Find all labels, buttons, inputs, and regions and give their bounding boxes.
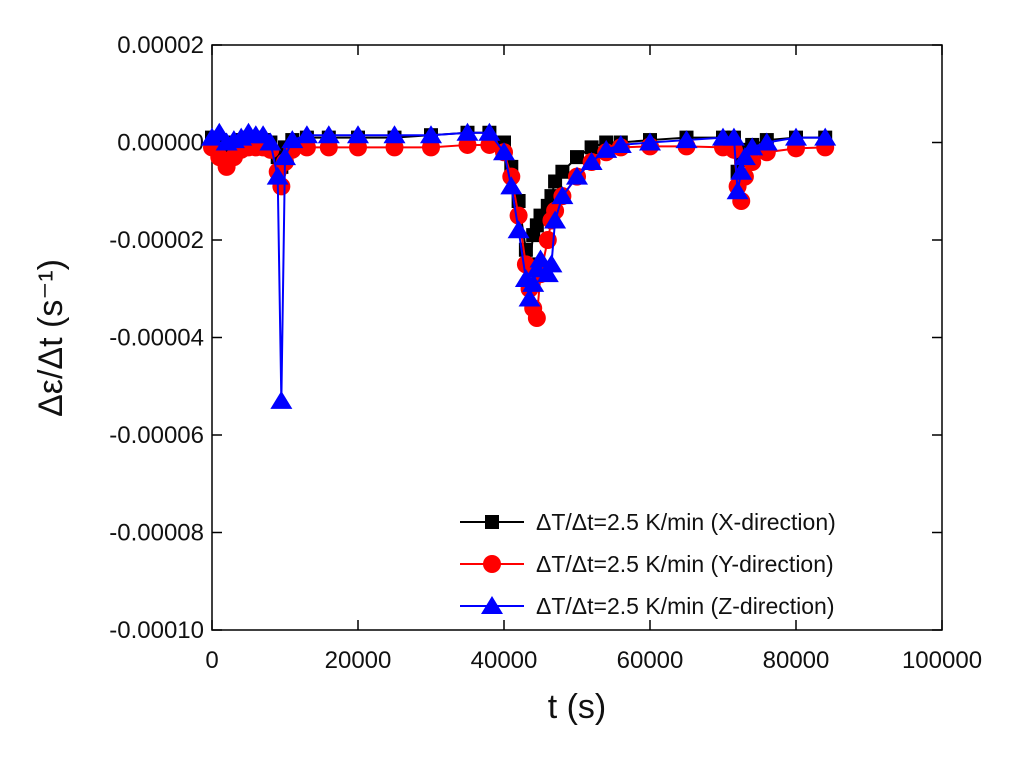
- marker: [785, 127, 807, 146]
- x-tick-label: 100000: [902, 647, 982, 674]
- y-tick-label: -0.00006: [109, 422, 204, 449]
- x-tick-label: 60000: [617, 647, 684, 674]
- marker: [420, 125, 442, 144]
- marker: [814, 127, 837, 146]
- marker: [540, 254, 563, 273]
- marker: [478, 122, 501, 141]
- marker: [741, 137, 764, 156]
- marker: [518, 288, 541, 307]
- marker: [726, 181, 749, 200]
- y-tick-label: -0.00010: [109, 617, 204, 644]
- marker: [595, 139, 618, 158]
- marker: [544, 210, 567, 229]
- marker: [639, 132, 661, 151]
- legend-label: ΔT/Δt=2.5 K/min (Y-direction): [536, 551, 834, 577]
- marker: [733, 147, 756, 166]
- marker: [274, 147, 296, 166]
- marker: [266, 166, 289, 185]
- marker: [493, 142, 515, 161]
- x-tick-label: 40000: [471, 647, 538, 674]
- marker: [730, 161, 753, 180]
- marker: [259, 132, 282, 151]
- marker: [566, 166, 588, 185]
- marker: [527, 309, 546, 327]
- marker: [317, 125, 340, 144]
- marker: [485, 515, 499, 529]
- marker: [383, 125, 406, 144]
- marker: [295, 125, 318, 144]
- marker: [755, 132, 778, 151]
- marker: [516, 255, 535, 274]
- legend-label: ΔT/Δt=2.5 K/min (X-direction): [536, 509, 836, 535]
- marker: [675, 130, 698, 149]
- x-tick-label: 0: [205, 647, 218, 674]
- marker: [525, 259, 548, 278]
- marker: [536, 264, 559, 283]
- y-tick-label: -0.00004: [109, 325, 204, 352]
- y-tick-label: 0.00000: [117, 130, 204, 157]
- marker: [270, 390, 293, 409]
- marker: [500, 176, 523, 195]
- y-tick-label: -0.00008: [109, 520, 204, 547]
- x-axis-title: t (s): [548, 688, 607, 726]
- y-tick-label: -0.00002: [109, 227, 204, 254]
- marker: [456, 122, 479, 141]
- x-tick-label: 20000: [325, 647, 392, 674]
- marker: [570, 150, 584, 165]
- y-axis-title: Δε/Δt (s⁻¹): [32, 259, 70, 417]
- marker: [509, 206, 528, 225]
- marker: [551, 186, 574, 205]
- marker: [609, 134, 632, 153]
- x-tick-label: 80000: [763, 647, 830, 674]
- marker: [507, 220, 530, 239]
- marker: [347, 125, 369, 144]
- marker: [522, 273, 545, 292]
- marker: [281, 130, 304, 149]
- marker: [481, 596, 503, 614]
- marker: [584, 140, 599, 155]
- marker: [722, 127, 745, 146]
- y-tick-label: 0.00002: [117, 32, 204, 59]
- marker: [580, 152, 603, 170]
- plot-frame: [211, 44, 943, 631]
- legend-label: ΔT/Δt=2.5 K/min (Z-direction): [536, 593, 835, 619]
- marker: [529, 249, 552, 268]
- marker: [555, 164, 570, 179]
- marker: [483, 555, 501, 573]
